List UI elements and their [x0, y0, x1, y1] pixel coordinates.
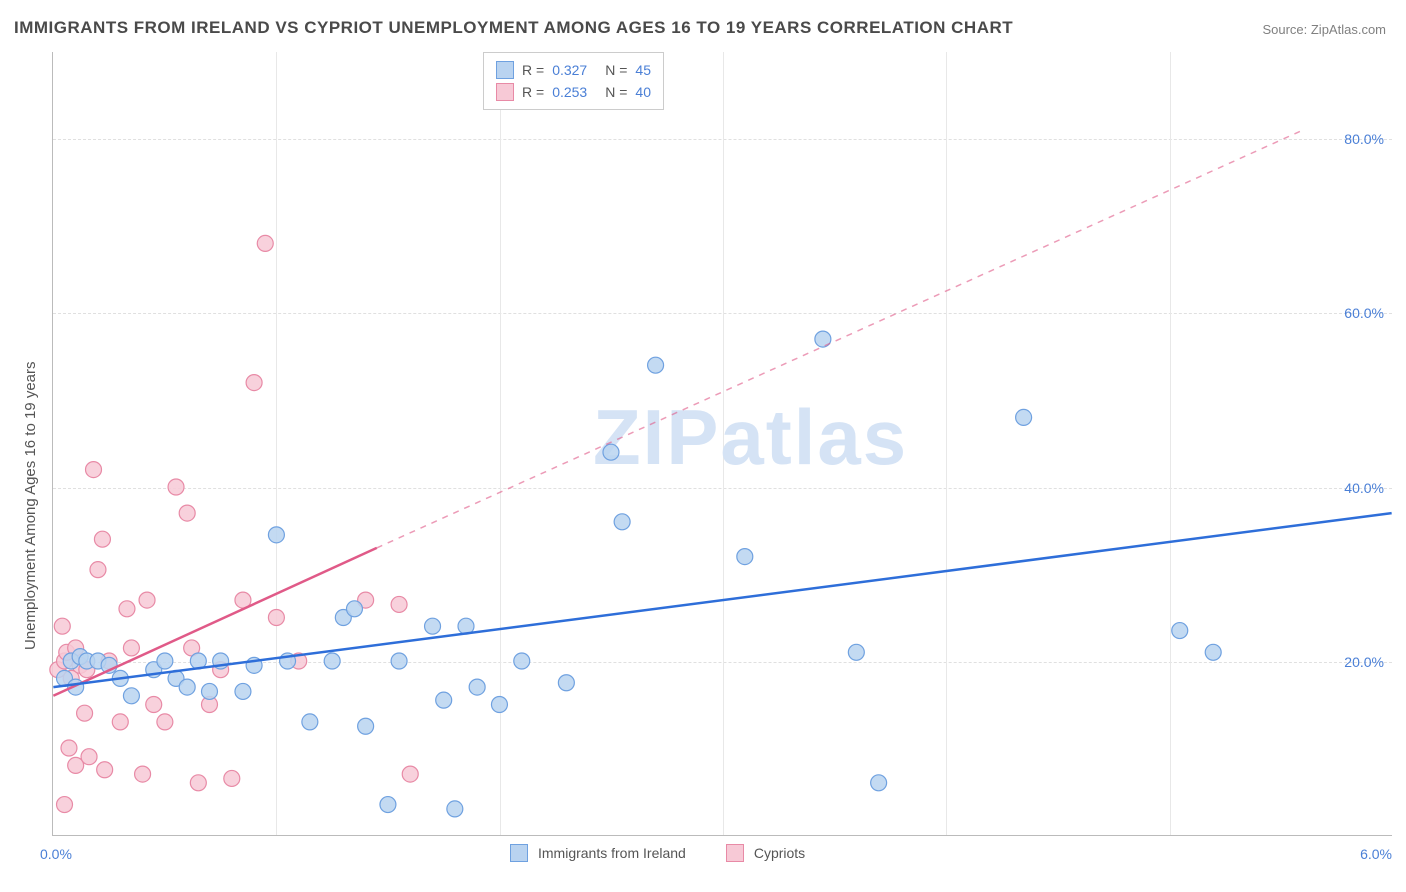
data-point [201, 683, 217, 699]
data-point [246, 375, 262, 391]
data-point [648, 357, 664, 373]
data-point [871, 775, 887, 791]
legend-n-value-2: 40 [635, 84, 651, 100]
legend-r-value-2: 0.253 [552, 84, 587, 100]
data-point [346, 601, 362, 617]
data-point [737, 549, 753, 565]
data-point [1016, 409, 1032, 425]
data-point [179, 505, 195, 521]
data-point [61, 740, 77, 756]
data-point [123, 640, 139, 656]
data-point [97, 762, 113, 778]
data-point [358, 718, 374, 734]
series-legend: Immigrants from Ireland Cypriots [510, 844, 805, 862]
source-label: Source: ZipAtlas.com [1262, 22, 1386, 37]
data-point [447, 801, 463, 817]
data-point [235, 683, 251, 699]
legend-n-label: N = [605, 62, 627, 78]
data-point [603, 444, 619, 460]
legend-r-label: R = [522, 84, 544, 100]
legend-n-value-1: 45 [635, 62, 651, 78]
data-point [139, 592, 155, 608]
data-point [491, 697, 507, 713]
x-tick-max: 6.0% [1360, 846, 1392, 862]
legend-swatch-pink [726, 844, 744, 862]
chart-plot-area: 20.0%40.0%60.0%80.0% ZIPatlas R = 0.327 … [52, 52, 1392, 836]
series-label-1: Immigrants from Ireland [538, 845, 686, 861]
data-point [224, 770, 240, 786]
data-point [179, 679, 195, 695]
y-axis-label: Unemployment Among Ages 16 to 19 years [22, 361, 39, 650]
legend-swatch-blue [496, 61, 514, 79]
data-point [157, 653, 173, 669]
data-point [57, 797, 73, 813]
legend-r-label: R = [522, 62, 544, 78]
scatter-svg [53, 52, 1392, 835]
data-point [469, 679, 485, 695]
data-point [112, 714, 128, 730]
data-point [302, 714, 318, 730]
fit-line [53, 513, 1391, 687]
data-point [391, 596, 407, 612]
data-point [1205, 644, 1221, 660]
data-point [558, 675, 574, 691]
legend-swatch-pink [496, 83, 514, 101]
legend-n-label: N = [605, 84, 627, 100]
data-point [1172, 623, 1188, 639]
chart-title: IMMIGRANTS FROM IRELAND VS CYPRIOT UNEMP… [14, 18, 1013, 38]
data-point [81, 749, 97, 765]
data-point [848, 644, 864, 660]
legend-r-value-1: 0.327 [552, 62, 587, 78]
legend-swatch-blue [510, 844, 528, 862]
data-point [402, 766, 418, 782]
data-point [168, 479, 184, 495]
data-point [391, 653, 407, 669]
data-point [119, 601, 135, 617]
data-point [54, 618, 70, 634]
data-point [324, 653, 340, 669]
data-point [94, 531, 110, 547]
fit-line-extrapolated [377, 130, 1303, 548]
x-tick-min: 0.0% [40, 846, 72, 862]
data-point [146, 697, 162, 713]
data-point [190, 775, 206, 791]
data-point [268, 610, 284, 626]
data-point [135, 766, 151, 782]
legend-row-2: R = 0.253 N = 40 [496, 81, 651, 103]
data-point [90, 562, 106, 578]
data-point [380, 797, 396, 813]
data-point [268, 527, 284, 543]
data-point [123, 688, 139, 704]
data-point [436, 692, 452, 708]
data-point [614, 514, 630, 530]
data-point [86, 462, 102, 478]
legend-row-1: R = 0.327 N = 45 [496, 59, 651, 81]
correlation-legend: R = 0.327 N = 45 R = 0.253 N = 40 [483, 52, 664, 110]
data-point [257, 235, 273, 251]
data-point [514, 653, 530, 669]
data-point [425, 618, 441, 634]
series-label-2: Cypriots [754, 845, 805, 861]
data-point [77, 705, 93, 721]
data-point [157, 714, 173, 730]
